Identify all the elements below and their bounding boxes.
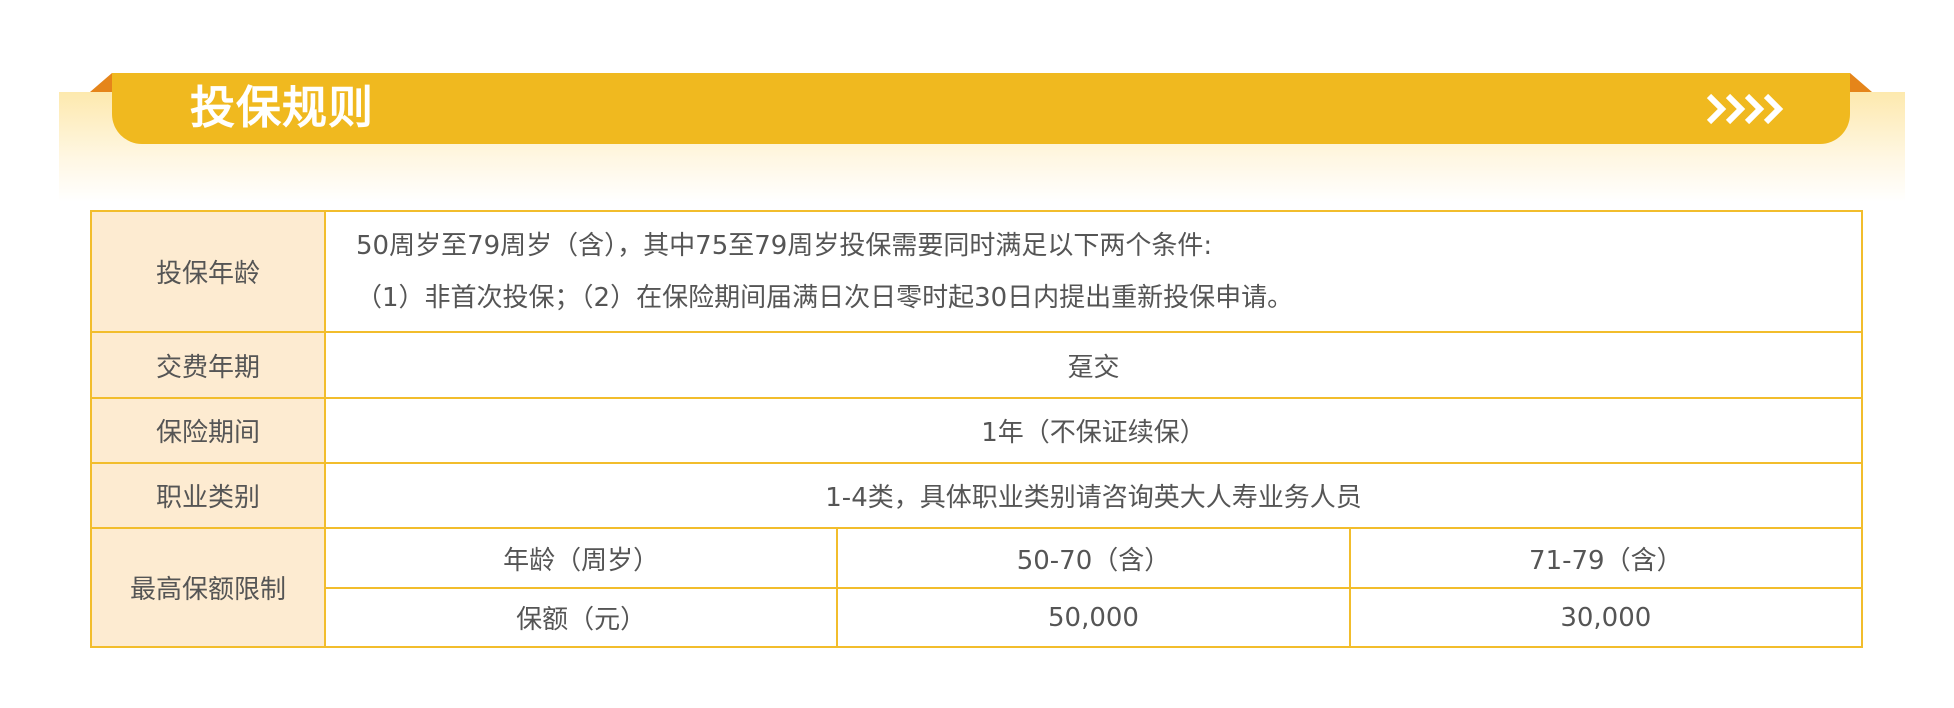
- row-value: 1年（不保证续保）: [324, 397, 1863, 464]
- banner-fold-left: [90, 73, 112, 92]
- chevrons-right-icon: [1706, 93, 1784, 125]
- table-row: 投保年龄 50周岁至79周岁（含），其中75至79周岁投保需要同时满足以下两个条…: [90, 210, 1863, 333]
- table-row: 最高保额限制 年龄（周岁） 50-70（含） 71-79（含）: [90, 527, 1864, 648]
- row-value: 1-4类，具体职业类别请咨询英大人寿业务人员: [324, 462, 1863, 529]
- row-value: 趸交: [324, 331, 1863, 399]
- row-value: 50周岁至79周岁（含），其中75至79周岁投保需要同时满足以下两个条件: （1…: [324, 210, 1863, 333]
- insurance-rules-table: 投保年龄 50周岁至79周岁（含），其中75至79周岁投保需要同时满足以下两个条…: [90, 210, 1864, 648]
- table-row: 交费年期 趸交: [90, 331, 1863, 399]
- limit-value-cell: 保额（元）: [323, 587, 839, 648]
- table-row: 保额（元） 50,000 30,000: [91, 587, 1864, 648]
- row-label: 交费年期: [90, 331, 326, 399]
- section-title: 投保规则: [190, 81, 375, 134]
- limit-value-cell: 50,000: [836, 587, 1351, 648]
- value-line: 50周岁至79周岁（含），其中75至79周岁投保需要同时满足以下两个条件:: [356, 230, 1213, 261]
- table-row: 职业类别 1-4类，具体职业类别请咨询英大人寿业务人员: [90, 462, 1863, 529]
- limit-header-cell: 年龄（周岁）: [323, 527, 839, 589]
- row-label: 保险期间: [90, 397, 326, 464]
- limit-header-cell: 50-70（含）: [836, 527, 1351, 589]
- section-header: 投保规则: [112, 73, 1850, 144]
- row-label: 投保年龄: [90, 210, 326, 333]
- row-label: 职业类别: [90, 462, 326, 529]
- limit-value-cell: 30,000: [1348, 587, 1864, 648]
- banner-fold-right: [1850, 73, 1872, 92]
- limit-header-cell: 71-79（含）: [1348, 527, 1864, 589]
- row-label: 最高保额限制: [90, 527, 326, 648]
- table-row: 保险期间 1年（不保证续保）: [90, 397, 1863, 464]
- value-line: （1）非首次投保；（2）在保险期间届满日次日零时起30日内提出重新投保申请。: [356, 282, 1294, 313]
